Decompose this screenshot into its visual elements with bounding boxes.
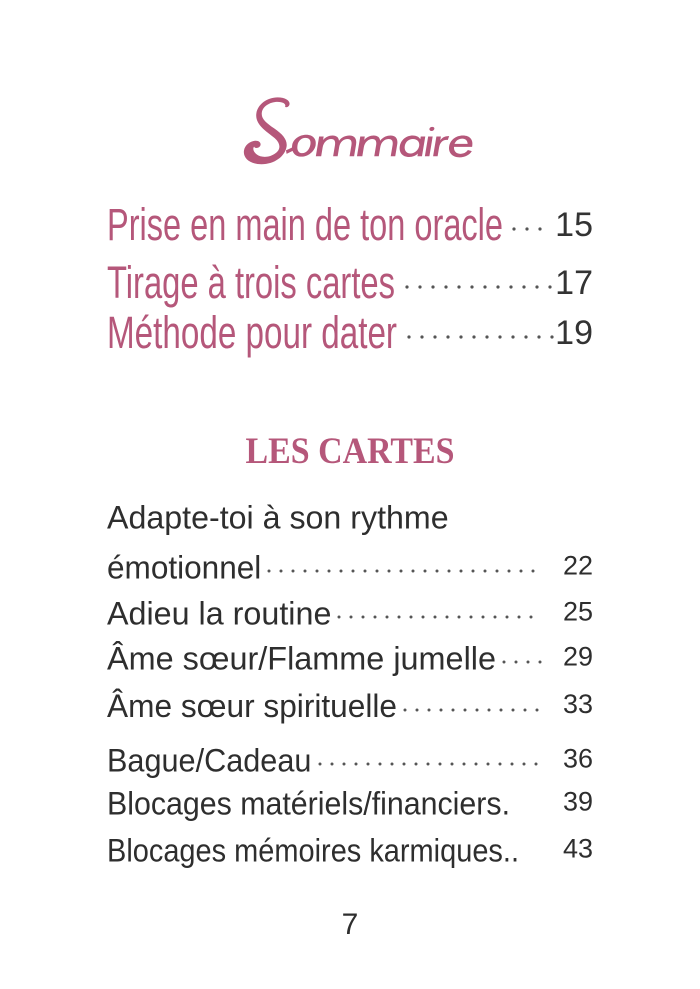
svg-text:LES CARTES: LES CARTES [246, 431, 455, 472]
svg-text:Blocages mémoires karmiques..: Blocages mémoires karmiques.. [107, 832, 519, 868]
svg-text:39: 39 [563, 786, 593, 816]
svg-text:36: 36 [563, 743, 593, 773]
svg-text:Bague/Cadeau: Bague/Cadeau [107, 742, 311, 778]
svg-text:43: 43 [563, 833, 593, 863]
svg-text:25: 25 [563, 596, 593, 626]
svg-text:Âme sœur spirituelle: Âme sœur spirituelle [107, 688, 397, 724]
svg-text:15: 15 [555, 206, 593, 244]
svg-text:29: 29 [563, 641, 593, 671]
svg-text:Méthode pour dater: Méthode pour dater [107, 307, 397, 358]
svg-text:Adieu la routine: Adieu la routine [107, 595, 331, 631]
svg-text:Tirage à trois cartes: Tirage à trois cartes [107, 257, 395, 308]
svg-text:Prise en main de ton oracle: Prise en main de ton oracle [107, 199, 503, 250]
svg-text:19: 19 [555, 314, 593, 352]
svg-text:17: 17 [555, 264, 593, 302]
svg-text:Adapte-toi à son rythme: Adapte-toi à son rythme [107, 500, 449, 536]
svg-text:émotionnel: émotionnel [107, 550, 261, 586]
svg-text:Âme sœur/Flamme jumelle: Âme sœur/Flamme jumelle [107, 640, 496, 676]
svg-text:Blocages matériels/financiers.: Blocages matériels/financiers. [107, 785, 510, 821]
svg-text:22: 22 [563, 551, 593, 581]
svg-text:33: 33 [563, 689, 593, 719]
